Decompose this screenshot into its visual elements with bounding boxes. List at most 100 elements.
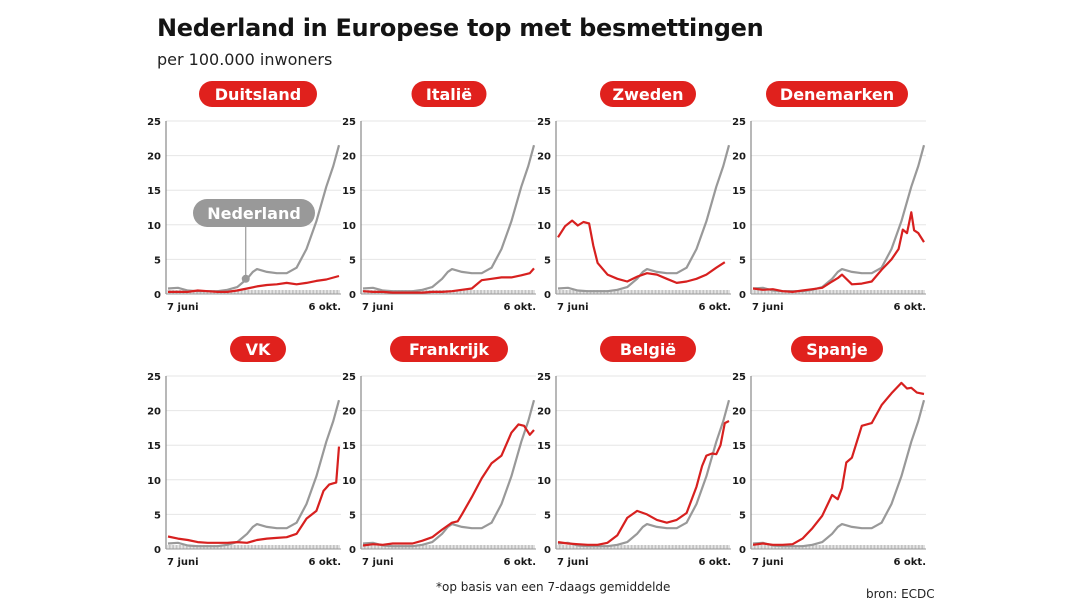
y-tick-label: 5 [154,255,161,266]
country-badge: VK [230,336,286,362]
y-tick-label: 15 [342,186,356,197]
x-tick-label-start: 7 juni [557,557,589,568]
y-tick-label: 25 [732,372,746,383]
y-tick-label: 20 [732,152,746,163]
y-tick-label: 0 [349,290,356,301]
country-name: Zweden [613,85,684,104]
country-line [362,423,535,547]
country-name: VK [246,340,271,359]
y-tick-label: 10 [732,221,746,232]
y-tick-label: 0 [544,290,551,301]
callout-label: Nederland [207,204,301,223]
y-tick-label: 0 [154,545,161,556]
country-line [752,381,925,546]
y-tick-label: 25 [342,372,356,383]
y-tick-label: 10 [147,221,161,232]
y-tick-label: 20 [342,152,356,163]
country-name: Denemarken [780,85,894,104]
y-tick-label: 15 [147,186,161,197]
x-tick-label-end: 6 okt. [308,557,341,568]
chart-panel-italië: Italië 0 5 10 15 20 25 7 juni 6 okt. [342,81,536,313]
x-tick-label-end: 6 okt. [308,302,341,313]
badge-background [791,336,883,362]
y-tick-label: 20 [147,407,161,418]
chart-panel-denemarken: Denemarken 0 5 10 15 20 25 7 juni 6 okt. [732,81,926,313]
y-tick-label: 25 [147,372,161,383]
y-tick-label: 15 [342,441,356,452]
x-axis-day-ticks [556,545,731,550]
x-tick-label-end: 6 okt. [698,302,731,313]
y-tick-label: 15 [537,441,551,452]
y-tick-label: 0 [739,545,746,556]
y-tick-label: 0 [349,545,356,556]
y-tick-label: 0 [154,290,161,301]
y-tick-label: 20 [537,407,551,418]
y-tick-label: 0 [544,545,551,556]
y-tick-label: 10 [537,476,551,487]
x-tick-label-start: 7 juni [752,557,784,568]
page-title: Nederland in Europese top met besmetting… [157,14,764,42]
callout-background [193,199,315,227]
country-badge: Frankrijk [390,336,508,362]
footnote: *op basis van een 7-daags gemiddelde [436,580,671,594]
country-line [752,211,925,293]
y-tick-label: 10 [147,476,161,487]
reference-line-nederland [557,399,731,548]
y-tick-label: 20 [147,152,161,163]
country-badge: Zweden [600,81,696,107]
x-tick-label-start: 7 juni [752,302,784,313]
x-axis-day-ticks [556,290,731,295]
badge-background [600,81,696,107]
chart-panel-belgië: België 0 5 10 15 20 25 7 juni 6 okt. [537,336,731,568]
y-tick-label: 20 [732,407,746,418]
country-name: België [620,340,676,359]
country-line [557,219,726,284]
y-tick-label: 25 [537,372,551,383]
y-tick-label: 25 [342,117,356,128]
nederland-callout: Nederland [193,199,315,283]
x-tick-label-end: 6 okt. [893,302,926,313]
badge-background [411,81,487,107]
x-tick-label-start: 7 juni [167,557,199,568]
y-tick-label: 10 [342,476,356,487]
country-name: Frankrijk [409,340,489,359]
country-badge: Spanje [791,336,883,362]
chart-panel-zweden: Zweden 0 5 10 15 20 25 7 juni 6 okt. [537,81,731,313]
x-tick-label-start: 7 juni [557,302,589,313]
reference-line-nederland [167,399,341,548]
x-tick-label-end: 6 okt. [503,557,536,568]
x-tick-label-end: 6 okt. [698,557,731,568]
y-tick-label: 5 [544,255,551,266]
y-tick-label: 25 [147,117,161,128]
badge-background [766,81,908,107]
country-name: Italië [426,85,472,104]
source-label: bron: ECDC [866,587,935,601]
reference-line-nederland [752,399,926,548]
y-tick-label: 5 [154,510,161,521]
y-tick-label: 15 [147,441,161,452]
y-tick-label: 0 [739,290,746,301]
x-tick-label-end: 6 okt. [503,302,536,313]
x-axis-day-ticks [751,290,926,295]
y-tick-label: 5 [349,510,356,521]
badge-background [600,336,696,362]
callout-marker [241,274,250,283]
y-tick-label: 15 [537,186,551,197]
country-badge: België [600,336,696,362]
reference-line-nederland [362,144,536,293]
country-badge: Duitsland [199,81,317,107]
chart-panel-vk: VK 0 5 10 15 20 25 7 juni 6 okt. [147,336,341,568]
page-subtitle: per 100.000 inwoners [157,50,333,69]
reference-line-nederland [557,144,731,293]
y-tick-label: 5 [544,510,551,521]
reference-line-nederland [752,144,926,293]
x-tick-label-start: 7 juni [362,302,394,313]
y-tick-label: 15 [732,186,746,197]
y-tick-label: 10 [732,476,746,487]
country-line [557,420,730,546]
x-tick-label-end: 6 okt. [893,557,926,568]
y-tick-label: 15 [732,441,746,452]
y-tick-label: 5 [349,255,356,266]
x-tick-label-start: 7 juni [362,557,394,568]
